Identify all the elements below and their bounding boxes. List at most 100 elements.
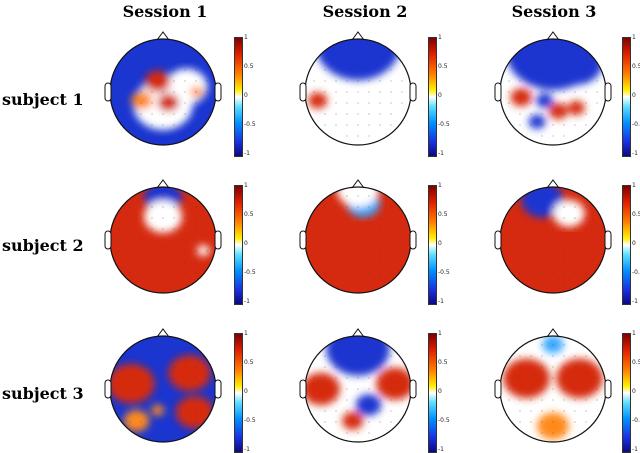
colorbar-tick-label: 0 <box>632 240 636 247</box>
colorbar-tick-label: 0 <box>632 92 636 99</box>
activation-blob <box>151 404 165 416</box>
activation-blob <box>110 363 155 404</box>
right-ear-marker <box>409 379 417 399</box>
left-ear-marker <box>299 82 307 102</box>
nose-marker <box>351 328 365 338</box>
activation-blob <box>376 367 411 400</box>
colorbar-tick-label: 0.5 <box>632 63 640 70</box>
colorbar-tick-label: -1 <box>632 150 638 157</box>
activation-blob <box>510 88 532 107</box>
colorbar-tick-label: -1 <box>438 446 444 453</box>
colorbar-subject-2-session-1 <box>234 185 243 305</box>
activation-blob <box>342 411 364 430</box>
colorbar-tick-label: 0.5 <box>244 359 254 366</box>
column-title-session-1: Session 1 <box>122 2 208 21</box>
colorbar-subject-1-session-2 <box>428 37 437 157</box>
nose-marker <box>546 31 560 41</box>
left-ear-marker <box>494 230 502 250</box>
right-ear-marker <box>604 379 612 399</box>
colorbar-tick-label: -1 <box>438 150 444 157</box>
activation-blob <box>549 39 603 85</box>
activation-blob <box>528 114 546 129</box>
activation-blob <box>123 409 150 432</box>
right-ear-marker <box>409 230 417 250</box>
topomap-subject-2-session-1 <box>104 179 222 294</box>
colorbar-tick-label: 0 <box>438 388 442 395</box>
left-ear-marker <box>299 379 307 399</box>
activation-blob <box>144 70 171 93</box>
activation-blob <box>143 200 183 233</box>
colorbar-tick-label: -1 <box>244 446 250 453</box>
colorbar-tick-label: -1 <box>244 298 250 305</box>
colorbar-tick-label: 1 <box>438 34 442 41</box>
activation-blob <box>308 92 328 109</box>
activation-blob <box>537 412 569 440</box>
colorbar-tick-label: -1 <box>244 150 250 157</box>
nose-marker <box>156 31 170 41</box>
colorbar-tick-label: -0.5 <box>244 417 256 424</box>
row-title-subject-1: subject 1 <box>2 90 84 109</box>
colorbar-subject-3-session-1 <box>234 333 243 453</box>
activation-blob <box>567 100 585 116</box>
colorbar-tick-label: 1 <box>632 34 636 41</box>
topomap-subject-1-session-1 <box>104 31 222 146</box>
activation-blob <box>553 199 585 228</box>
left-ear-marker <box>104 379 112 399</box>
colorbar-subject-1-session-3 <box>622 37 631 157</box>
colorbar-tick-label: 1 <box>244 330 248 337</box>
colorbar-tick-label: 1 <box>632 182 636 189</box>
activation-blob <box>131 91 153 110</box>
topomap-subject-2-session-2 <box>299 179 417 294</box>
right-ear-marker <box>214 82 222 102</box>
colorbar-tick-label: 0 <box>438 92 442 99</box>
colorbar-tick-label: -0.5 <box>632 417 640 424</box>
nose-marker <box>156 179 170 189</box>
activation-blob <box>548 102 568 120</box>
topomap-subject-3-session-1 <box>104 328 222 443</box>
colorbar-subject-3-session-3 <box>622 333 631 453</box>
column-title-session-2: Session 2 <box>322 2 408 21</box>
colorbar-tick-label: 0 <box>244 388 248 395</box>
nose-marker <box>546 328 560 338</box>
nose-marker <box>546 179 560 189</box>
colorbar-subject-2-session-3 <box>622 185 631 305</box>
colorbar-subject-1-session-1 <box>234 37 243 157</box>
left-ear-marker <box>104 230 112 250</box>
colorbar-tick-label: -0.5 <box>438 269 450 276</box>
colorbar-tick-label: -1 <box>438 298 444 305</box>
colorbar-tick-label: -0.5 <box>244 121 256 128</box>
colorbar-tick-label: -1 <box>632 298 638 305</box>
column-title-session-3: Session 3 <box>511 2 597 21</box>
colorbar-tick-label: -0.5 <box>244 269 256 276</box>
activation-blob <box>175 396 214 429</box>
colorbar-subject-2-session-2 <box>428 185 437 305</box>
colorbar-tick-label: 0.5 <box>244 63 254 70</box>
row-title-subject-2: subject 2 <box>2 236 84 255</box>
colorbar-tick-label: 1 <box>438 182 442 189</box>
colorbar-tick-label: 0 <box>438 240 442 247</box>
topomap-subject-3-session-3 <box>494 328 612 443</box>
topomap-subject-1-session-3 <box>494 31 612 146</box>
colorbar-tick-label: 0.5 <box>438 359 448 366</box>
colorbar-tick-label: 0.5 <box>632 211 640 218</box>
colorbar-tick-label: 0.5 <box>438 211 448 218</box>
colorbar-tick-label: 0 <box>632 388 636 395</box>
colorbar-tick-label: -0.5 <box>438 417 450 424</box>
activation-blob <box>326 336 390 376</box>
activation-blob <box>315 39 401 81</box>
activation-blob <box>168 355 211 392</box>
activation-blob <box>355 394 382 416</box>
colorbar-tick-label: 0 <box>244 240 248 247</box>
left-ear-marker <box>299 230 307 250</box>
colorbar-tick-label: 1 <box>244 182 248 189</box>
left-ear-marker <box>494 379 502 399</box>
colorbar-tick-label: 0.5 <box>244 211 254 218</box>
topomap-subject-2-session-3 <box>494 179 612 294</box>
nose-marker <box>351 179 365 189</box>
topomap-subject-1-session-2 <box>299 31 417 146</box>
colorbar-tick-label: 0.5 <box>632 359 640 366</box>
row-title-subject-3: subject 3 <box>2 384 84 403</box>
activation-blob <box>536 93 553 108</box>
colorbar-tick-label: -0.5 <box>438 121 450 128</box>
right-ear-marker <box>214 379 222 399</box>
